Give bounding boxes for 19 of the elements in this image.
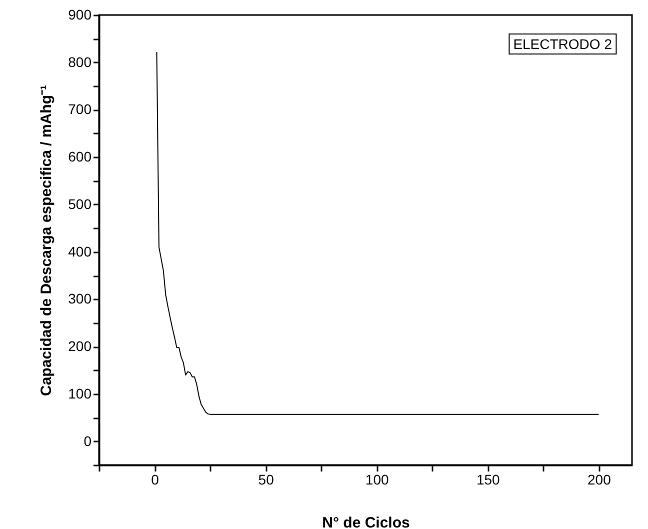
y-tick-label: 100 [68,385,92,402]
x-tick-label: 0 [151,472,160,488]
y-tick-label: 200 [68,338,92,354]
x-tick-label: 100 [365,472,389,488]
line-series [156,51,600,415]
y-axis-title: Capacidad de Descarga especifica / mAhg⁻¹ [38,85,56,396]
y-tick-label: 400 [68,243,92,260]
x-tick-label: 200 [588,472,612,488]
x-tick-label: 150 [476,472,500,488]
y-tick-label: 500 [68,196,92,212]
y-tick-label: 0 [84,432,92,449]
y-tick-label: 900 [68,6,92,22]
x-axis-title: N° de Ciclos [322,514,410,529]
y-tick-label: 600 [68,148,92,165]
x-tick-label: 50 [258,472,274,488]
y-tick-label: 300 [68,290,92,307]
annotation: ELECTRODO 2 [513,36,612,52]
y-tick-label: 700 [68,101,92,118]
y-tick-label: 800 [68,54,92,70]
